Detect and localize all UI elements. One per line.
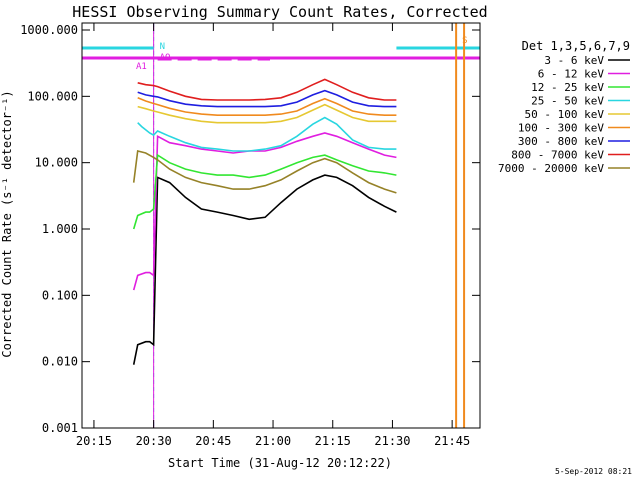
series-line-2 (132, 153, 397, 230)
y-tick-label-6: 0.001 (42, 421, 78, 435)
x-tick-label-4: 21:15 (315, 434, 351, 448)
legend-label-4: 50 - 100 keV (525, 108, 605, 121)
y-axis-label: Corrected Count Rate (s⁻¹ detector⁻¹) (0, 90, 14, 357)
x-tick-label-3: 21:00 (255, 434, 291, 448)
x-tick-label-1: 20:30 (136, 434, 172, 448)
series-line-0 (132, 174, 397, 365)
y-tick-label-4: 0.100 (42, 288, 78, 302)
legend-label-7: 800 - 7000 keV (511, 149, 604, 162)
x-axis-label: Start Time (31-Aug-12 20:12:22) (168, 456, 392, 470)
y-tick-label-0: 1000.000 (20, 23, 78, 37)
series-line-3 (137, 116, 397, 152)
marker-label-0: N (160, 42, 165, 52)
series-line-8 (132, 150, 397, 194)
footer-timestamp: 5-Sep-2012 08:21 (555, 467, 632, 476)
y-tick-label-2: 10.000 (35, 156, 78, 170)
y-tick-label-3: 1.000 (42, 222, 78, 236)
series-line-4 (137, 103, 397, 124)
axis-ticks: 1000.000 100.000 10.000 1.000 0.100 0.010 0.00… (20, 23, 480, 448)
legend-label-2: 12 - 25 keV (531, 81, 604, 94)
plot-frame (81, 22, 481, 429)
x-tick-label-5: 21:30 (374, 434, 410, 448)
y-tick-label-5: 0.010 (42, 355, 78, 369)
series-line-7 (137, 78, 397, 101)
x-tick-label-0: 20:15 (76, 434, 112, 448)
legend-label-8: 7000 - 20000 keV (498, 162, 604, 175)
series-line-5 (137, 97, 397, 116)
chart-title: HESSI Observing Summary Count Rates, Cor… (72, 3, 487, 21)
y-tick-label-1: 100.000 (27, 89, 78, 103)
legend-label-3: 25 - 50 keV (531, 95, 604, 108)
legend-label-0: 3 - 6 keV (544, 54, 604, 67)
legend-label-5: 100 - 300 keV (518, 122, 604, 135)
series-line-1 (132, 132, 397, 291)
marker-label-2: A1 (136, 62, 147, 72)
legend-label-6: 300 - 800 keV (518, 135, 604, 148)
series-layer (132, 78, 397, 365)
legend-title: Det 1,3,5,6,7,9 (522, 39, 630, 53)
legend-label-1: 6 - 12 keV (538, 68, 605, 81)
x-tick-label-2: 20:45 (195, 434, 231, 448)
series-line-6 (137, 89, 397, 108)
event-markers: NAOA1S (82, 23, 480, 428)
x-tick-label-6: 21:45 (434, 434, 470, 448)
